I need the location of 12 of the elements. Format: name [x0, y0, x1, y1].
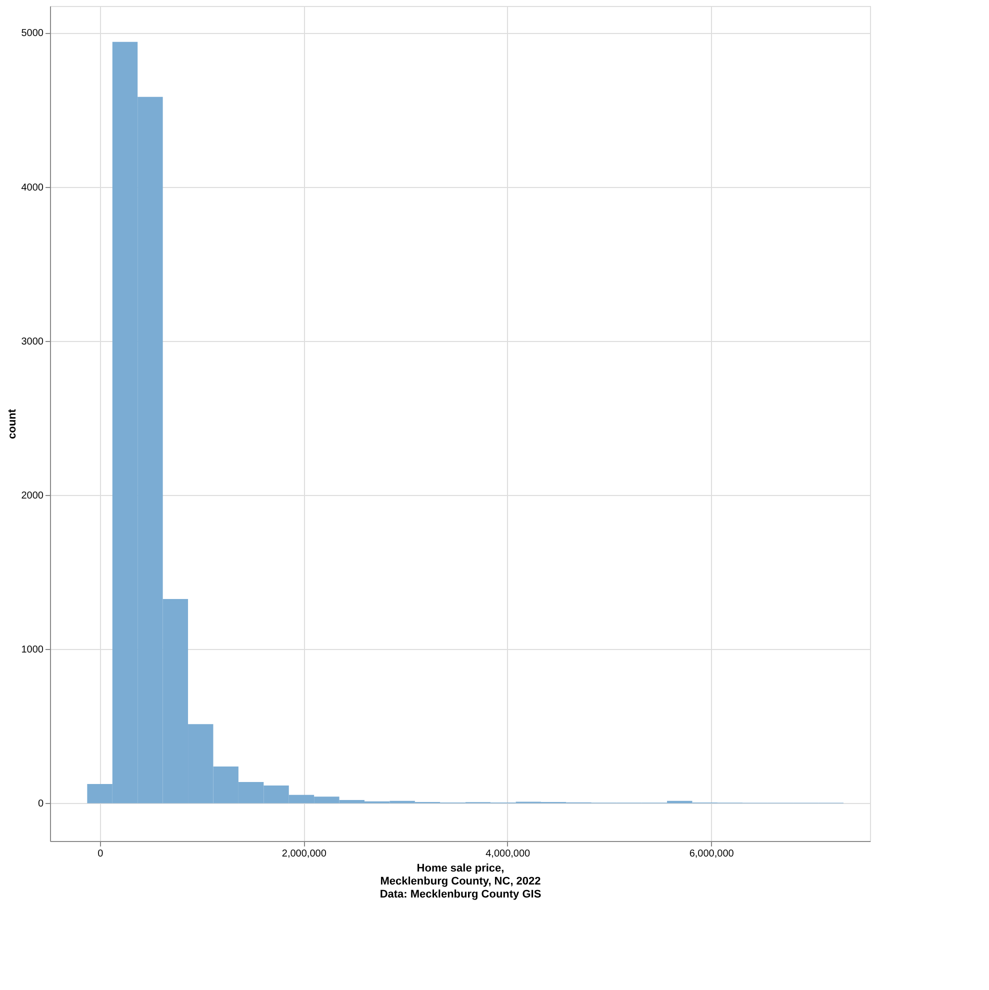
y-tick-label: 5000: [21, 28, 44, 40]
y-tick-label: 0: [38, 798, 44, 810]
y-tick-label: 2000: [21, 490, 44, 502]
x-tick-label: 4,000,000: [486, 848, 531, 860]
x-tick-label: 2,000,000: [282, 848, 327, 860]
x-tick-label: 0: [98, 848, 104, 860]
y-tick-label: 3000: [21, 336, 44, 348]
y-tick-label: 4000: [21, 182, 44, 194]
y-axis-title: count: [6, 408, 18, 439]
x-axis-title: Home sale price, Mecklenburg County, NC, 2022 Data: Mecklenburg County GIS: [380, 862, 542, 900]
x-tick-label: 6,000,000: [689, 848, 734, 860]
y-tick-label: 1000: [21, 644, 44, 656]
